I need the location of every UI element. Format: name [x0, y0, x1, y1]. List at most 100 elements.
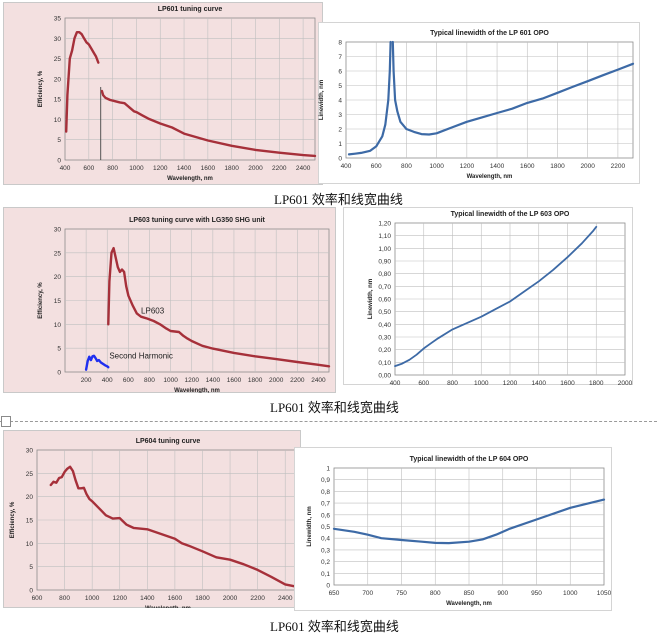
x-tick-label: 2200 — [272, 165, 287, 172]
caption-3: LP601 效率和线宽曲线 — [270, 619, 399, 634]
y-tick-label: 0,10 — [378, 360, 391, 367]
x-axis-label: Wavelength, nm — [167, 176, 213, 182]
x-tick-label: 600 — [123, 377, 134, 384]
y-tick-label: 0,00 — [378, 373, 391, 380]
y-tick-label: 4 — [338, 98, 342, 105]
y-tick-label: 0,6 — [321, 512, 330, 519]
y-tick-label: 0,9 — [321, 477, 330, 484]
series-line — [332, 498, 606, 545]
y-tick-label: 0,70 — [378, 284, 391, 291]
x-tick-label: 400 — [341, 163, 352, 170]
y-tick-label: 25 — [54, 250, 62, 257]
separator-line — [0, 421, 657, 422]
x-axis-label: Wavelength, nm — [467, 174, 513, 180]
y-tick-label: 1,10 — [378, 233, 391, 240]
chart-svg: 0 5 10 15 20 25 30 200 400 600 800 1000 1200 1400 1600… — [3, 207, 336, 393]
y-axis-label: Efficiency, % — [38, 70, 44, 107]
caption-1: LP601 效率和线宽曲线 — [274, 192, 403, 207]
x-axis-label: Wavelength, nm — [174, 388, 220, 393]
y-tick-label: 0,2 — [321, 559, 330, 566]
series-line — [49, 465, 301, 589]
x-tick-label: 1600 — [168, 595, 183, 602]
annotation-label: Second Harmonic — [109, 352, 173, 361]
plot-area — [64, 17, 316, 161]
y-tick-label: 10 — [26, 541, 34, 548]
x-tick-label: 1400 — [177, 165, 192, 172]
chart-svg: 0 5 10 15 20 25 30 35 400 600 800 1000 1200 1400 1600 1… — [3, 2, 323, 185]
x-tick-label: 1000 — [429, 163, 444, 170]
x-tick-label: 1000 — [85, 595, 100, 602]
x-tick-label: 2200 — [250, 595, 265, 602]
x-tick-label: 1200 — [460, 163, 475, 170]
y-axis-label: Linewidth, nm — [368, 279, 374, 319]
x-tick-label: 900 — [497, 590, 508, 597]
y-tick-label: 5 — [57, 137, 61, 144]
x-tick-label: 1800 — [224, 165, 239, 172]
series-line — [107, 246, 331, 368]
chart-title: Typical linewidth of the LP 603 OPO — [451, 211, 570, 218]
chart-lp603-tuning: 0 5 10 15 20 25 30 200 400 600 800 1000 1200 1400 1600… — [3, 207, 336, 393]
x-tick-label: 800 — [144, 377, 155, 384]
y-tick-label: 2 — [338, 127, 342, 134]
y-tick-label: 0,1 — [321, 571, 330, 578]
x-tick-label: 1400 — [140, 595, 155, 602]
y-tick-label: 0,40 — [378, 322, 391, 329]
x-axis-label: Wavelength, nm — [446, 601, 492, 607]
table-anchor-icon — [1, 416, 11, 427]
y-tick-label: 0,60 — [378, 297, 391, 304]
y-axis-label: Linewidth, nm — [319, 80, 325, 120]
y-tick-label: 0 — [57, 370, 61, 377]
chart-lp604-tuning: 0 5 10 15 20 25 30 600 800 1000 1200 1400 1600 1800 20… — [3, 430, 301, 608]
x-tick-label: 1600 — [227, 377, 242, 384]
y-tick-label: 8 — [338, 40, 342, 47]
chart-svg: 0,00 0,10 0,20 0,30 0,40 0,50 0,60 0,70 0,80 0,90… — [343, 207, 633, 385]
y-axis-label: Linewidth, nm — [307, 506, 313, 546]
y-tick-label: 0 — [29, 588, 33, 595]
series-line — [84, 354, 110, 371]
x-tick-label: 1000 — [163, 377, 178, 384]
series-line — [394, 225, 598, 367]
x-tick-label: 1200 — [184, 377, 199, 384]
series-line — [100, 89, 317, 158]
y-tick-label: 0,50 — [378, 309, 391, 316]
y-tick-label: 30 — [54, 36, 62, 43]
x-tick-label: 600 — [83, 165, 94, 172]
y-tick-label: 10 — [54, 117, 62, 124]
y-tick-label: 0,90 — [378, 259, 391, 266]
x-tick-label: 1200 — [113, 595, 128, 602]
x-tick-label: 1000 — [474, 380, 489, 385]
series-line — [347, 40, 392, 156]
x-tick-label: 1800 — [589, 380, 604, 385]
x-tick-label: 600 — [418, 380, 429, 385]
x-tick-label: 2400 — [278, 595, 293, 602]
y-tick-label: 6 — [338, 69, 342, 76]
y-tick-label: 0,7 — [321, 501, 330, 508]
x-tick-label: 600 — [371, 163, 382, 170]
series-line — [65, 31, 100, 133]
x-tick-label: 800 — [59, 595, 70, 602]
y-tick-label: 3 — [338, 112, 342, 119]
y-tick-label: 25 — [54, 56, 62, 63]
x-tick-label: 2400 — [296, 165, 311, 172]
x-tick-label: 1800 — [550, 163, 565, 170]
x-tick-label: 950 — [531, 590, 542, 597]
y-tick-label: 15 — [54, 298, 62, 305]
chart-lp604-linewidth: 0 0,1 0,2 0,3 0,4 0,5 0,6 0,7 0,8 0,9 1 650 700 750 80… — [294, 447, 612, 611]
x-tick-label: 750 — [396, 590, 407, 597]
y-tick-label: 7 — [338, 54, 342, 61]
x-tick-label: 650 — [329, 590, 340, 597]
caption-2: LP601 效率和线宽曲线 — [270, 400, 399, 415]
chart-svg: 0 0,1 0,2 0,3 0,4 0,5 0,6 0,7 0,8 0,9 1 650 700 750 80… — [294, 447, 612, 611]
y-tick-label: 5 — [57, 346, 61, 353]
x-tick-label: 2000 — [248, 165, 263, 172]
x-tick-label: 1600 — [201, 165, 216, 172]
y-tick-label: 25 — [26, 471, 34, 478]
y-tick-label: 20 — [54, 274, 62, 281]
y-tick-label: 30 — [54, 227, 62, 234]
x-tick-label: 700 — [362, 590, 373, 597]
series-line — [391, 40, 635, 136]
y-tick-label: 15 — [54, 97, 62, 104]
y-tick-label: 0 — [57, 158, 61, 165]
y-tick-label: 0,30 — [378, 335, 391, 342]
y-tick-label: 15 — [26, 518, 34, 525]
